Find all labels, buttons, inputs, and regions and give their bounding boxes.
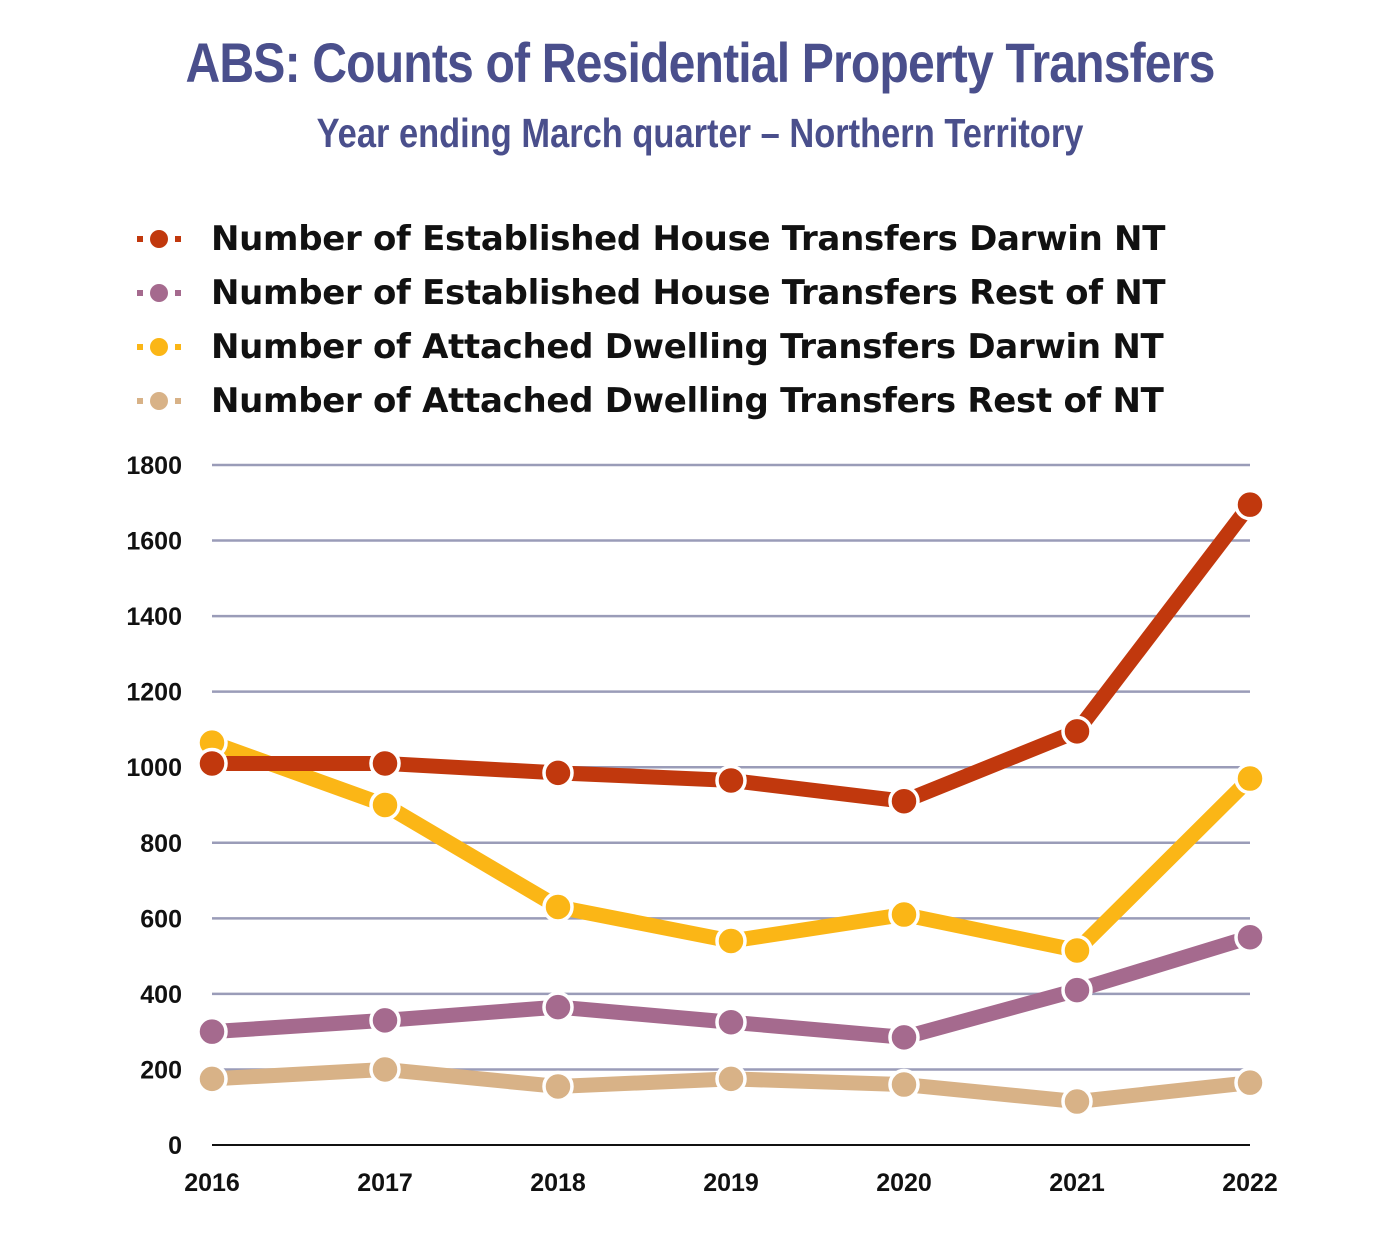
data-point <box>1234 1066 1266 1099</box>
y-tick-label: 400 <box>140 981 182 1009</box>
legend-item-attached-rest: Number of Attached Dwelling Transfers Re… <box>137 374 1165 428</box>
data-point <box>196 1015 228 1048</box>
data-point <box>1061 974 1093 1006</box>
x-tick-label: 2022 <box>1222 1169 1278 1197</box>
legend-swatch-attached-rest <box>137 391 181 411</box>
data-point <box>369 1004 401 1037</box>
y-tick-label: 600 <box>140 905 182 933</box>
data-point <box>888 898 920 931</box>
y-tick-label: 1600 <box>126 528 182 556</box>
chart-subtitle: Year ending March quarter – Northern Ter… <box>316 110 1084 156</box>
data-point <box>888 785 920 817</box>
data-point <box>715 764 747 797</box>
x-tick-label: 2018 <box>530 1169 586 1197</box>
data-point <box>1234 488 1266 521</box>
data-point <box>1234 921 1266 953</box>
data-point <box>1234 762 1266 795</box>
series-group-0 <box>196 488 1266 817</box>
legend-swatch-house-rest <box>137 283 181 303</box>
data-point <box>542 991 574 1023</box>
data-point <box>1061 1085 1093 1118</box>
data-point <box>715 925 747 957</box>
data-point <box>1061 715 1093 748</box>
legend-label: Number of Attached Dwelling Transfers Da… <box>211 327 1164 367</box>
data-point <box>1061 934 1093 967</box>
y-axis-ticks: 0 200 400 600 800 1000 1200 1400 1600 1800 <box>126 452 182 1160</box>
y-tick-label: 200 <box>140 1056 182 1084</box>
series-lines <box>196 488 1266 1118</box>
legend-swatch-house-darwin <box>137 229 181 249</box>
series-group-3 <box>196 1053 1266 1118</box>
x-tick-label: 2019 <box>703 1169 759 1197</box>
x-tick-label: 2016 <box>184 1169 240 1197</box>
legend: Number of Established House Transfers Da… <box>137 212 1166 428</box>
legend-item-house-darwin: Number of Established House Transfers Da… <box>137 212 1165 266</box>
data-point <box>542 757 574 789</box>
legend-item-house-rest: Number of Established House Transfers Re… <box>137 266 1166 320</box>
data-point <box>196 1063 228 1095</box>
data-point <box>542 1070 574 1103</box>
legend-label: Number of Established House Transfers Da… <box>211 219 1166 259</box>
legend-item-attached-darwin: Number of Attached Dwelling Transfers Da… <box>137 320 1165 374</box>
data-point <box>715 1063 747 1095</box>
y-tick-label: 1400 <box>126 603 182 631</box>
legend-label: Number of Attached Dwelling Transfers Re… <box>211 381 1164 421</box>
data-point <box>369 789 401 821</box>
data-point <box>542 891 574 923</box>
chart-title: ABS: Counts of Residential Property Tran… <box>185 31 1215 94</box>
data-point <box>369 1053 401 1086</box>
data-point <box>196 747 228 780</box>
y-tick-label: 800 <box>140 830 182 858</box>
legend-swatch-attached-darwin <box>137 337 181 357</box>
y-tick-label: 1800 <box>126 452 182 480</box>
series-group-1 <box>196 921 1266 1054</box>
data-point <box>715 1006 747 1038</box>
data-point <box>369 747 401 780</box>
y-tick-label: 1200 <box>126 679 182 707</box>
x-tick-label: 2021 <box>1049 1169 1105 1197</box>
legend-label: Number of Established House Transfers Re… <box>211 273 1166 313</box>
x-axis-ticks: 2016 2017 2018 2019 2020 2021 2022 <box>184 1169 1278 1197</box>
x-tick-label: 2017 <box>357 1169 413 1197</box>
y-tick-label: 1000 <box>126 754 182 782</box>
data-point <box>888 1021 920 1054</box>
y-tick-label: 0 <box>168 1132 182 1160</box>
data-point <box>888 1068 920 1101</box>
x-tick-label: 2020 <box>876 1169 932 1197</box>
series-line <box>204 497 1258 809</box>
series-group-2 <box>196 726 1266 967</box>
